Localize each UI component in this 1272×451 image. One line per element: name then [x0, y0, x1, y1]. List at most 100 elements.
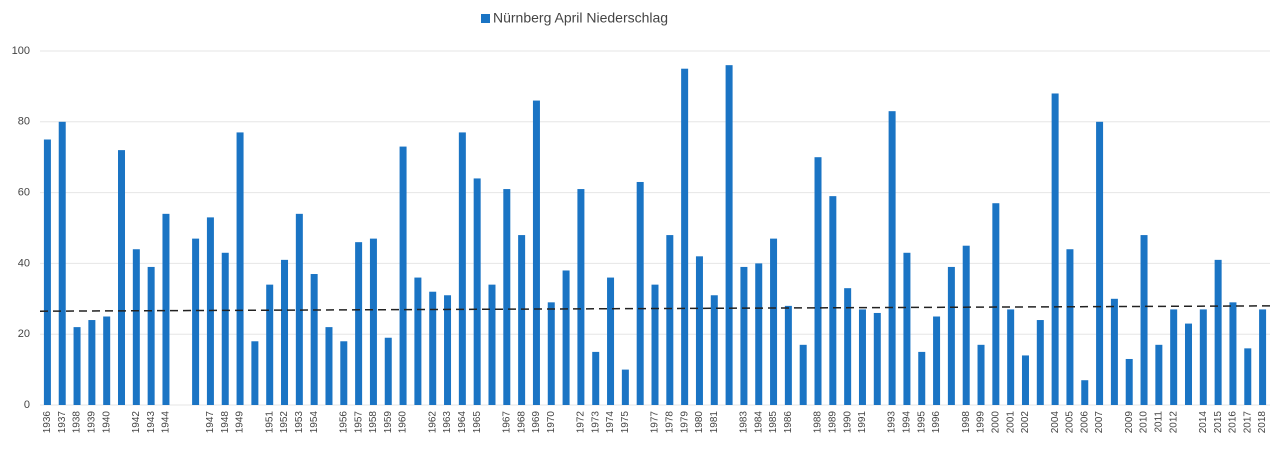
bar: [1214, 259, 1222, 405]
bar: [281, 259, 289, 405]
bar: [384, 337, 392, 405]
bar: [518, 235, 526, 405]
bar: [873, 312, 881, 405]
bar: [666, 235, 674, 405]
x-tick-label: 1938: [72, 411, 83, 434]
bar: [221, 252, 229, 405]
x-tick-label: 2007: [1094, 411, 1105, 434]
bar: [710, 295, 718, 405]
bar: [325, 327, 333, 405]
x-tick-label: 1995: [916, 411, 927, 434]
x-tick-label: 2018: [1257, 411, 1268, 434]
bar: [236, 132, 244, 406]
x-tick-label: 1948: [220, 411, 231, 434]
x-tick-label: 1960: [398, 411, 409, 434]
bar: [1155, 344, 1163, 405]
x-tick-label: 2011: [1153, 411, 1164, 433]
x-tick-label: 1967: [501, 411, 512, 434]
x-tick-label: 2005: [1065, 411, 1076, 434]
x-tick-label: 1983: [739, 411, 750, 434]
legend-label: Nürnberg April Niederschlag: [493, 10, 668, 26]
bar: [903, 252, 911, 405]
x-tick-label: 1968: [516, 411, 527, 434]
bar: [829, 196, 837, 405]
bar: [725, 65, 733, 405]
x-tick-label: 1962: [427, 411, 438, 434]
bar: [1229, 302, 1237, 405]
bar: [58, 121, 66, 406]
y-tick-label: 60: [18, 187, 30, 199]
x-tick-label: 1959: [383, 411, 394, 434]
y-tick-label: 0: [24, 399, 30, 411]
x-tick-label: 1963: [442, 411, 453, 434]
x-tick-label: 2002: [1020, 411, 1031, 434]
bar: [429, 291, 437, 405]
bar: [103, 316, 111, 405]
x-tick-label: 2012: [1168, 411, 1179, 434]
bar: [755, 263, 763, 405]
bar: [814, 157, 822, 405]
bar: [132, 249, 140, 405]
x-tick-label: 1986: [783, 411, 794, 434]
bar: [310, 274, 318, 405]
bar: [607, 277, 615, 405]
bar: [444, 295, 452, 405]
bar: [251, 341, 259, 405]
bar: [888, 111, 896, 406]
x-tick-label: 2017: [1242, 411, 1253, 434]
bar: [369, 238, 377, 405]
x-tick-label: 1969: [531, 411, 542, 434]
bar: [770, 238, 778, 405]
x-tick-label: 2006: [1079, 411, 1090, 434]
bar: [1244, 348, 1252, 405]
x-tick-label: 1984: [753, 411, 764, 434]
bar: [266, 284, 274, 405]
x-tick-label: 1958: [368, 411, 379, 434]
x-tick-label: 1996: [931, 411, 942, 434]
bar: [162, 213, 170, 405]
bar: [592, 351, 600, 405]
bar: [340, 341, 348, 405]
bar: [918, 351, 926, 405]
bar: [88, 320, 96, 405]
x-tick-label: 1994: [902, 411, 913, 434]
bar: [962, 245, 970, 405]
bar: [73, 327, 81, 405]
legend-swatch: [481, 14, 490, 23]
x-tick-label: 1985: [768, 411, 779, 434]
y-tick-label: 20: [18, 328, 30, 340]
x-tick-label: 2014: [1198, 411, 1209, 434]
x-tick-label: 1951: [264, 411, 275, 434]
bar: [1110, 298, 1118, 405]
bar: [1036, 320, 1044, 405]
x-tick-label: 1972: [576, 411, 587, 434]
bar: [784, 305, 792, 405]
y-tick-label: 100: [12, 45, 30, 57]
bar: [295, 213, 303, 405]
bar: [1066, 249, 1074, 405]
bar: [621, 369, 629, 405]
x-tick-label: 1978: [664, 411, 675, 434]
x-tick-label: 1957: [353, 411, 364, 434]
x-tick-label: 1943: [146, 411, 157, 434]
x-tick-label: 1979: [679, 411, 690, 434]
x-tick-label: 1980: [694, 411, 705, 434]
y-tick-label: 80: [18, 116, 30, 128]
x-tick-label: 1965: [472, 411, 483, 434]
bar: [192, 238, 200, 405]
bar: [355, 242, 363, 405]
bar: [651, 284, 659, 405]
x-tick-label: 1981: [709, 411, 720, 434]
bar: [43, 139, 51, 405]
bar: [147, 266, 155, 405]
x-tick-label: 1952: [279, 411, 290, 434]
x-tick-label: 2016: [1228, 411, 1239, 434]
bar: [681, 68, 689, 405]
bar: [1259, 309, 1267, 405]
bar: [992, 203, 1000, 405]
bar: [118, 150, 126, 405]
bar: [577, 189, 585, 405]
bar: [799, 344, 807, 405]
x-tick-label: 1940: [101, 411, 112, 434]
